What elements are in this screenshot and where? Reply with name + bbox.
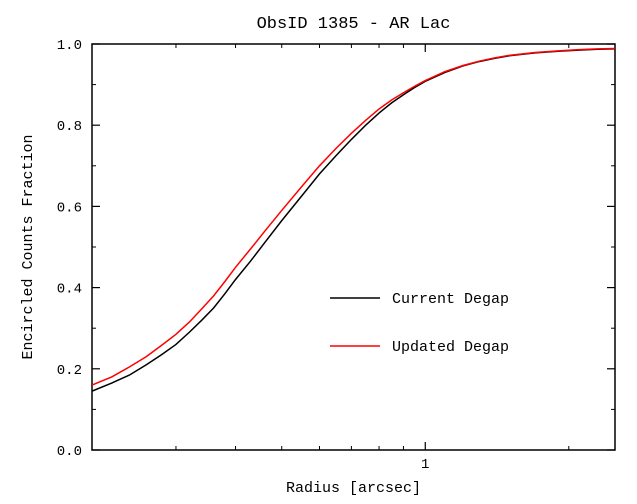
- line-chart: 0.0 0.2 0.4 0.6 0.8 1.0 1 ObsID 1385 - AR Lac Ra…: [0, 0, 637, 504]
- svg-text:1.0: 1.0: [57, 38, 82, 54]
- legend-label: Updated Degap: [392, 339, 509, 356]
- svg-text:0.8: 0.8: [57, 119, 82, 135]
- svg-text:0.0: 0.0: [57, 444, 82, 460]
- chart-title: ObsID 1385 - AR Lac: [257, 15, 451, 34]
- svg-text:0.4: 0.4: [57, 282, 82, 298]
- x-axis-label: Radius [arcsec]: [286, 480, 421, 497]
- chart-container: 0.0 0.2 0.4 0.6 0.8 1.0 1 ObsID 1385 - AR Lac Ra…: [0, 0, 637, 504]
- legend-label: Current Degap: [392, 291, 509, 308]
- svg-text:1: 1: [421, 457, 429, 473]
- svg-text:0.2: 0.2: [57, 363, 82, 379]
- svg-text:0.6: 0.6: [57, 200, 82, 216]
- y-axis-label: Encircled Counts Fraction: [20, 134, 37, 359]
